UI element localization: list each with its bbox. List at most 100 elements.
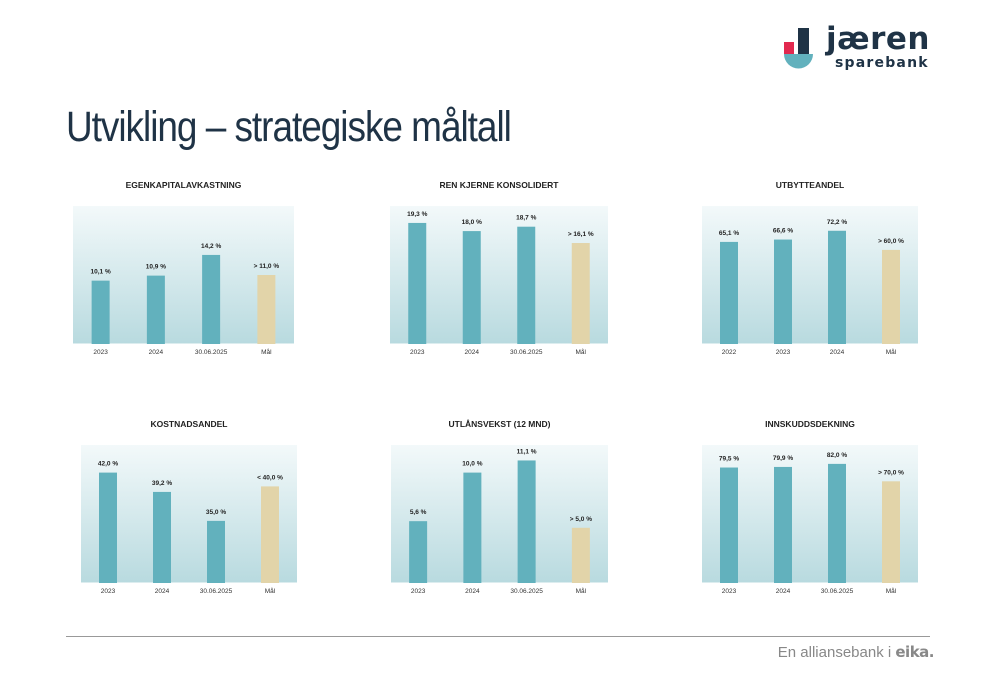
bar xyxy=(207,520,225,583)
page-title: Utvikling – strategiske måltall xyxy=(66,103,512,151)
footer-divider xyxy=(66,636,930,637)
x-tick-label: 30.06.2025 xyxy=(200,588,233,595)
chart-plot: 79,5 % 2023 79,9 % 2024 82,0 % 30.06.2025 > 70… xyxy=(702,445,918,595)
logo-mark-icon xyxy=(784,28,813,69)
chart-title: INNSKUDDSDEKNING xyxy=(765,419,855,429)
bar xyxy=(91,280,110,344)
bar xyxy=(828,463,846,583)
chart-title: KOSTNADSANDEL xyxy=(150,419,228,429)
footer-alliance-note: En alliansebank i eika. xyxy=(777,643,935,661)
target-bar xyxy=(257,275,276,344)
chart-ren-kjerne-konsolidert: REN KJERNE KONSOLIDERT 19,3 % 2023 18,0 % 2… xyxy=(390,176,608,362)
x-tick-label: 2023 xyxy=(722,588,737,595)
target-bar xyxy=(882,249,900,344)
data-label: > 16,1 % xyxy=(568,231,594,238)
chart-title: EGENKAPITALAVKASTNING xyxy=(125,180,242,190)
x-tick-label: 2023 xyxy=(101,588,116,595)
plot-background xyxy=(73,206,294,344)
data-label: 79,5 % xyxy=(719,456,739,463)
plot-background xyxy=(390,206,608,344)
data-label: 19,3 % xyxy=(407,211,427,218)
chart-innskuddsdekning: INNSKUDDSDEKNING 79,5 % 2023 79,9 % 2024 82,… xyxy=(702,415,918,601)
data-label: 10,0 % xyxy=(462,461,482,468)
logo-name: jæren xyxy=(826,21,930,57)
bar xyxy=(774,239,792,344)
plot-background xyxy=(391,445,608,583)
bar xyxy=(463,472,482,583)
x-tick-label: 2023 xyxy=(776,349,791,356)
data-label: 65,1 % xyxy=(719,230,739,237)
chart-plot: 65,1 % 2022 66,6 % 2023 72,2 % 2024 > 60,0 % Må… xyxy=(702,206,918,356)
data-label: 10,9 % xyxy=(146,264,166,271)
x-tick-label: 30.06.2025 xyxy=(821,588,854,595)
chart-title: UTLÅNSVEKST (12 MND) xyxy=(448,419,551,429)
chart-kostnadsandel: KOSTNADSANDEL 42,0 % 2023 39,2 % 2024 35,0 %… xyxy=(81,415,297,601)
footer-text: En alliansebank i xyxy=(777,644,892,661)
chart-plot: 5,6 % 2023 10,0 % 2024 11,1 % 30.06.2025 > 5,0… xyxy=(391,445,608,595)
bar xyxy=(517,226,536,344)
x-tick-label: Mål xyxy=(265,587,276,595)
chart-egenkapitalavkastning: EGENKAPITALAVKASTNING 10,1 % 2023 10,9 % 20… xyxy=(73,176,294,362)
chart-utbytteandel: UTBYTTEANDEL 65,1 % 2022 66,6 % 2023 72,2 % 2… xyxy=(702,176,918,362)
data-label: 79,9 % xyxy=(773,455,793,462)
data-label: 39,2 % xyxy=(152,480,172,487)
x-tick-label: 2023 xyxy=(93,349,108,356)
x-tick-label: 2023 xyxy=(410,349,425,356)
target-bar xyxy=(882,481,900,583)
bar xyxy=(202,254,221,344)
data-label: 18,0 % xyxy=(462,219,482,226)
chart-title: UTBYTTEANDEL xyxy=(775,180,845,190)
eika-brand: eika. xyxy=(895,643,934,661)
data-label: 66,6 % xyxy=(773,228,793,235)
data-label: < 40,0 % xyxy=(257,474,283,481)
data-label: > 60,0 % xyxy=(878,238,904,245)
x-tick-label: 2024 xyxy=(830,349,845,356)
x-tick-label: 30.06.2025 xyxy=(195,349,228,356)
x-tick-label: 2022 xyxy=(722,349,737,356)
bar xyxy=(99,472,117,583)
data-label: 14,2 % xyxy=(201,243,221,250)
data-label: 35,0 % xyxy=(206,509,226,516)
bar xyxy=(720,241,738,344)
chart-utlansvekst: UTLÅNSVEKST (12 MND) 5,6 % 2023 10,0 % 2024… xyxy=(391,415,608,601)
data-label: 18,7 % xyxy=(516,215,536,222)
x-tick-label: 30.06.2025 xyxy=(510,349,543,356)
logo-subtitle: sparebank xyxy=(835,55,929,71)
bar xyxy=(408,222,427,344)
x-tick-label: 2024 xyxy=(776,588,791,595)
data-label: 10,1 % xyxy=(91,269,111,276)
chart-title: REN KJERNE KONSOLIDERT xyxy=(439,180,559,190)
x-tick-label: Mål xyxy=(886,348,897,356)
x-tick-label: 2024 xyxy=(155,588,170,595)
x-tick-label: 2024 xyxy=(149,349,164,356)
x-tick-label: Mål xyxy=(576,587,587,595)
bar xyxy=(720,467,738,583)
bar xyxy=(153,491,171,583)
chart-plot: 10,1 % 2023 10,9 % 2024 14,2 % 30.06.2025 > 11… xyxy=(73,206,294,356)
data-label: > 70,0 % xyxy=(878,469,904,476)
chart-plot: 19,3 % 2023 18,0 % 2024 18,7 % 30.06.2025 > 16… xyxy=(390,206,608,356)
data-label: > 5,0 % xyxy=(570,516,592,523)
data-label: 42,0 % xyxy=(98,461,118,468)
data-label: 82,0 % xyxy=(827,452,847,459)
chart-plot: 42,0 % 2023 39,2 % 2024 35,0 % 30.06.2025 < 40… xyxy=(81,445,297,595)
x-tick-label: Mål xyxy=(261,348,272,356)
bar xyxy=(517,460,536,583)
bar xyxy=(828,230,846,344)
x-tick-label: 2024 xyxy=(465,588,480,595)
data-label: 5,6 % xyxy=(410,509,427,516)
data-label: 72,2 % xyxy=(827,219,847,226)
bar xyxy=(146,275,165,344)
bar xyxy=(774,466,792,583)
x-tick-label: 2023 xyxy=(411,588,426,595)
x-tick-label: 30.06.2025 xyxy=(510,588,543,595)
x-tick-label: Mål xyxy=(886,587,897,595)
bar xyxy=(409,521,428,583)
target-bar xyxy=(571,243,590,344)
x-tick-label: 2024 xyxy=(465,349,480,356)
target-bar xyxy=(571,527,590,583)
data-label: > 11,0 % xyxy=(254,263,280,270)
jaeren-sparebank-logo: jæren sparebank xyxy=(780,21,940,74)
bar xyxy=(462,231,481,344)
target-bar xyxy=(261,486,279,583)
